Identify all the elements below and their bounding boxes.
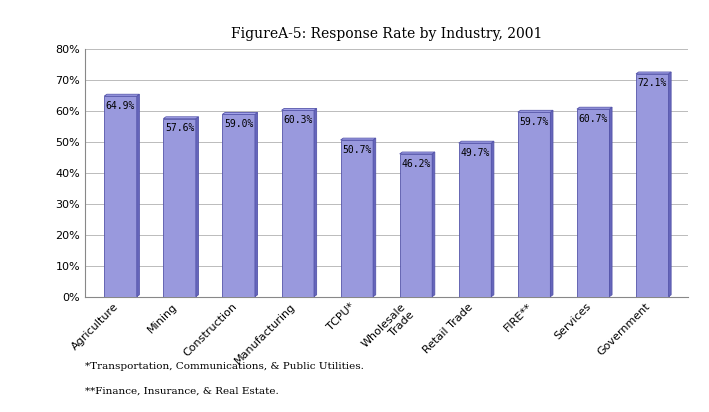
Bar [459, 143, 491, 297]
Polygon shape [137, 94, 140, 297]
Text: *Transportation, Communications, & Public Utilities.: *Transportation, Communications, & Publi… [85, 362, 364, 371]
Text: 59.7%: 59.7% [520, 117, 549, 127]
Title: FigureA-5: Response Rate by Industry, 2001: FigureA-5: Response Rate by Industry, 20… [230, 27, 542, 41]
Polygon shape [400, 152, 435, 154]
Polygon shape [610, 107, 612, 297]
Text: **Finance, Insurance, & Real Estate.: **Finance, Insurance, & Real Estate. [85, 386, 279, 396]
Text: 50.7%: 50.7% [342, 145, 372, 154]
Text: 59.0%: 59.0% [224, 119, 253, 129]
Bar [636, 74, 669, 297]
Bar [281, 110, 314, 297]
Polygon shape [314, 108, 317, 297]
Text: 64.9%: 64.9% [106, 101, 135, 111]
Polygon shape [196, 117, 199, 297]
Bar [340, 140, 373, 297]
Polygon shape [104, 94, 140, 96]
Text: 72.1%: 72.1% [637, 78, 667, 89]
Polygon shape [669, 72, 671, 297]
Bar [518, 112, 550, 297]
Bar [577, 109, 610, 297]
Text: 57.6%: 57.6% [165, 123, 194, 133]
Polygon shape [491, 141, 494, 297]
Text: 60.7%: 60.7% [579, 114, 608, 124]
Polygon shape [373, 138, 376, 297]
Polygon shape [340, 138, 376, 140]
Bar [223, 114, 255, 297]
Polygon shape [281, 108, 317, 110]
Polygon shape [550, 110, 553, 297]
Polygon shape [432, 152, 435, 297]
Polygon shape [255, 112, 257, 297]
Bar [104, 96, 137, 297]
Text: 60.3%: 60.3% [283, 115, 313, 125]
Bar [400, 154, 432, 297]
Text: 46.2%: 46.2% [401, 159, 430, 169]
Text: 49.7%: 49.7% [460, 148, 490, 158]
Polygon shape [518, 110, 553, 112]
Polygon shape [163, 117, 199, 119]
Bar [163, 119, 196, 297]
Polygon shape [223, 112, 257, 114]
Polygon shape [577, 107, 612, 109]
Polygon shape [636, 72, 671, 74]
Polygon shape [459, 141, 494, 143]
